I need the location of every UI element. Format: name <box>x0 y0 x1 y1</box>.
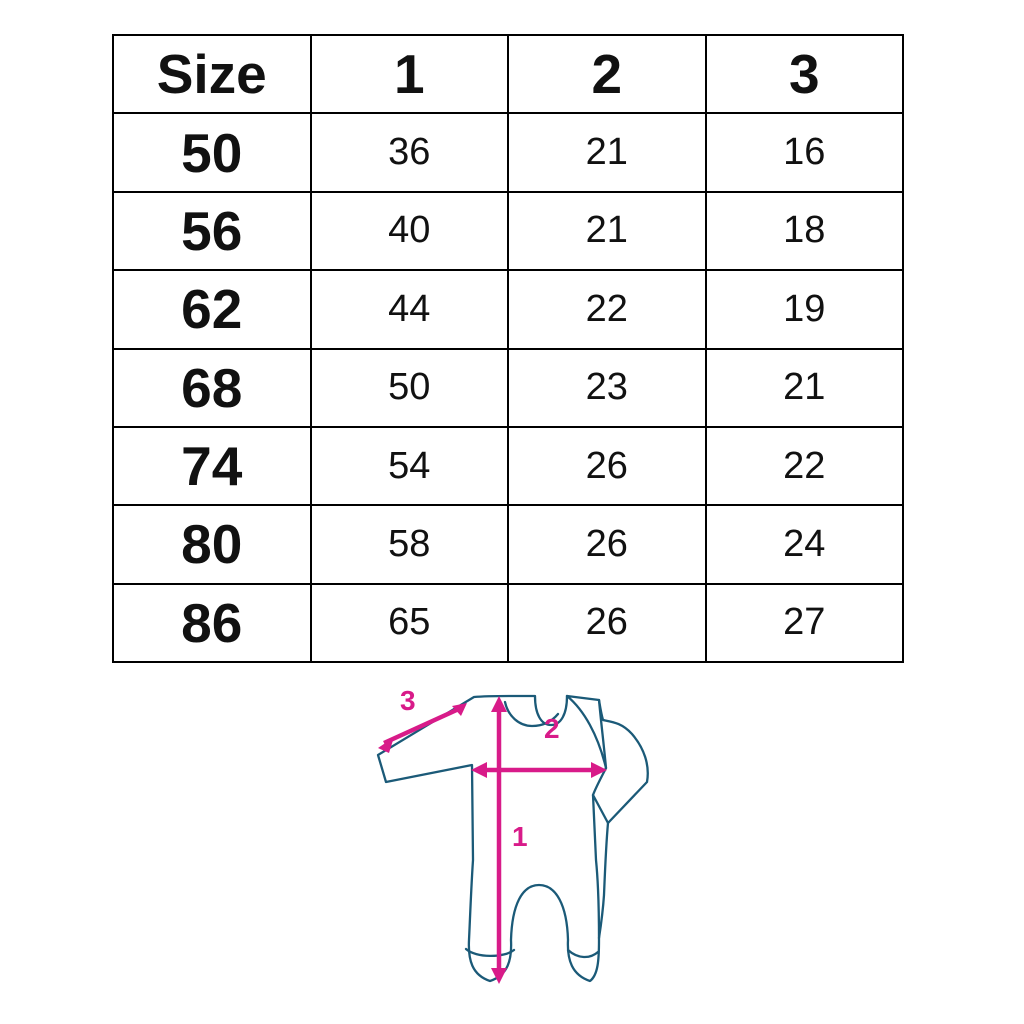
svg-text:2: 2 <box>544 713 560 744</box>
svg-text:1: 1 <box>512 821 528 852</box>
svg-text:3: 3 <box>400 685 416 716</box>
